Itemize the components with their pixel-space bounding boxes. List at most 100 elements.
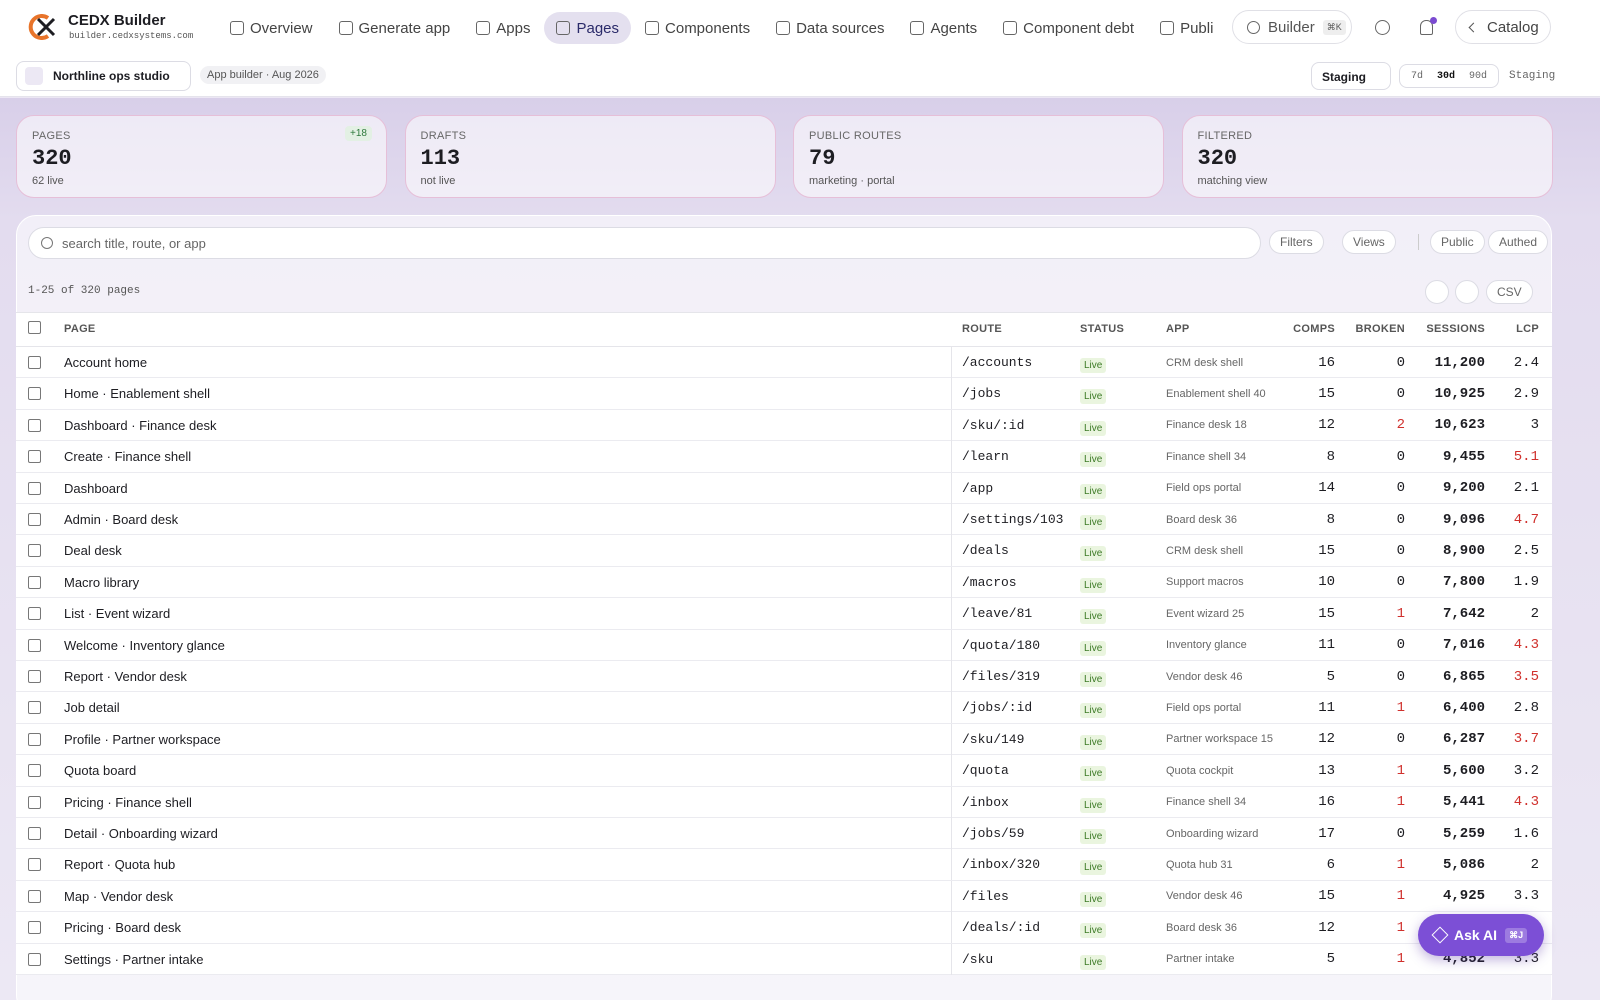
nav-item[interactable]: Components [633, 12, 762, 44]
page-title[interactable]: Report · Vendor desk [64, 669, 187, 684]
row-checkbox[interactable] [28, 670, 41, 683]
row-checkbox[interactable] [28, 575, 41, 589]
page-title[interactable]: Map · Vendor desk [64, 888, 174, 904]
cell: 2.5 [1514, 535, 1539, 566]
nav-item[interactable]: Overview [218, 12, 325, 44]
column-header[interactable]: COMPS [1293, 323, 1335, 335]
page-title[interactable]: Quota board [64, 763, 137, 779]
row-checkbox[interactable] [28, 795, 41, 809]
row-checkbox[interactable] [28, 732, 41, 746]
route: /jobs [962, 386, 1002, 402]
page-title[interactable]: Admin · Board desk [64, 512, 179, 527]
views-button[interactable]: Views [1342, 230, 1396, 254]
filter-chip[interactable]: Public [1430, 230, 1485, 254]
cell: Vendor desk 46 [1166, 881, 1242, 912]
row-checkbox[interactable] [28, 387, 41, 401]
row-checkbox[interactable] [28, 418, 41, 432]
route: /files [962, 888, 1009, 904]
lcp: 2 [1530, 856, 1539, 873]
page-title[interactable]: Dashboard [64, 480, 128, 496]
page-title[interactable]: Settings · Partner intake [64, 951, 204, 967]
cell: 5,259 [1443, 818, 1485, 849]
column-header[interactable]: BROKEN [1355, 323, 1405, 335]
nav-item[interactable]: Data sources [764, 12, 896, 44]
nav-item[interactable]: Publi [1148, 12, 1225, 44]
page-title[interactable]: Macro library [64, 574, 140, 590]
column-header[interactable]: LCP [1516, 323, 1539, 335]
cell: 1.9 [1514, 567, 1539, 598]
cell: Live [1080, 881, 1107, 912]
nav-bar: Overview Generate app Apps Pages Components D… [218, 12, 1225, 44]
row-checkbox[interactable] [28, 638, 41, 652]
page-title[interactable]: Account home [64, 355, 148, 370]
page-title[interactable]: Detail · Onboarding wizard [64, 826, 218, 841]
range-option[interactable]: 90d [1469, 70, 1488, 82]
select-all[interactable] [28, 321, 41, 334]
row-checkbox[interactable] [28, 513, 41, 526]
cell: 4.3 [1514, 787, 1539, 818]
nav-item[interactable]: Apps [464, 12, 542, 44]
density-button[interactable] [1425, 280, 1449, 304]
column-header[interactable]: PAGE [64, 323, 96, 335]
row-checkbox[interactable] [28, 858, 41, 872]
range-option[interactable]: 7d [1411, 70, 1424, 82]
nav-item[interactable]: Pages [544, 12, 632, 44]
page-title[interactable]: Home · Enablement shell [64, 386, 210, 402]
row-checkbox[interactable] [28, 921, 41, 935]
cell: 5 [1327, 944, 1335, 975]
cell: 8 [1327, 441, 1335, 472]
nav-item[interactable]: Component debt [991, 12, 1146, 44]
page-title[interactable]: Dashboard · Finance desk [64, 417, 217, 433]
column-header[interactable]: APP [1166, 323, 1190, 335]
row-checkbox[interactable] [28, 764, 41, 778]
cell: Dashboard · Finance desk [64, 410, 216, 441]
global-search[interactable]: Builder ⌘K [1232, 10, 1352, 44]
column-header[interactable]: SESSIONS [1426, 323, 1485, 335]
route: /jobs/59 [962, 826, 1025, 841]
page-title[interactable]: List · Event wizard [64, 606, 171, 622]
filters-button[interactable]: Filters [1269, 230, 1324, 254]
catalog-button[interactable]: Catalog [1455, 10, 1551, 44]
page-title[interactable]: Job detail [64, 700, 120, 716]
row-checkbox[interactable] [28, 952, 41, 966]
cell: /learn [962, 441, 1009, 472]
cell: 11 [1318, 692, 1335, 723]
page-title[interactable]: Report · Quota hub [64, 857, 176, 873]
status-badge: Live [1080, 452, 1107, 468]
nav-item[interactable]: Agents [898, 12, 989, 44]
column-header[interactable]: ROUTE [962, 323, 1002, 335]
columns-button[interactable] [1455, 280, 1479, 304]
row-checkbox[interactable] [28, 889, 41, 903]
bell-icon[interactable] [1420, 20, 1433, 35]
sessions: 10,623 [1434, 417, 1485, 434]
table-row: Dashboard/app Live Field ops portal 14 0 9,20… [16, 472, 1552, 504]
table-row: Job detail/jobs/:id Live Field ops portal 1… [16, 692, 1552, 724]
cell: 2.1 [1514, 473, 1539, 504]
row-checkbox[interactable] [28, 481, 41, 495]
row-checkbox[interactable] [28, 450, 41, 464]
row-checkbox[interactable] [28, 701, 41, 715]
nav-item[interactable]: Generate app [327, 12, 463, 44]
page-title[interactable]: Create · Finance shell [64, 449, 192, 465]
workspace-select[interactable]: Northline ops studio [16, 61, 191, 91]
row-checkbox[interactable] [28, 356, 41, 369]
cell: Partner intake [1166, 944, 1234, 975]
row-checkbox[interactable] [28, 544, 41, 558]
page-title[interactable]: Welcome · Inventory glance [64, 637, 225, 653]
page-title[interactable]: Pricing · Board desk [64, 920, 182, 936]
column-header[interactable]: STATUS [1080, 323, 1125, 335]
table-row: Macro library/macros Live Support macros 10… [16, 566, 1552, 599]
table-search[interactable]: search title, route, or app [28, 227, 1261, 259]
cell: 11 [1318, 630, 1335, 661]
filter-chip[interactable]: Authed [1488, 230, 1549, 254]
help-icon[interactable] [1375, 20, 1390, 35]
page-title[interactable]: Pricing · Finance shell [64, 794, 192, 810]
ask-ai-button[interactable]: Ask AI ⌘J [1418, 914, 1544, 956]
range-option[interactable]: 30d [1437, 70, 1456, 82]
csv-button[interactable]: CSV [1486, 280, 1533, 304]
env-select[interactable]: Staging [1311, 62, 1391, 90]
row-checkbox[interactable] [28, 607, 41, 621]
row-checkbox[interactable] [28, 827, 41, 840]
page-title[interactable]: Profile · Partner workspace [64, 731, 221, 747]
page-title[interactable]: Deal desk [64, 543, 122, 559]
